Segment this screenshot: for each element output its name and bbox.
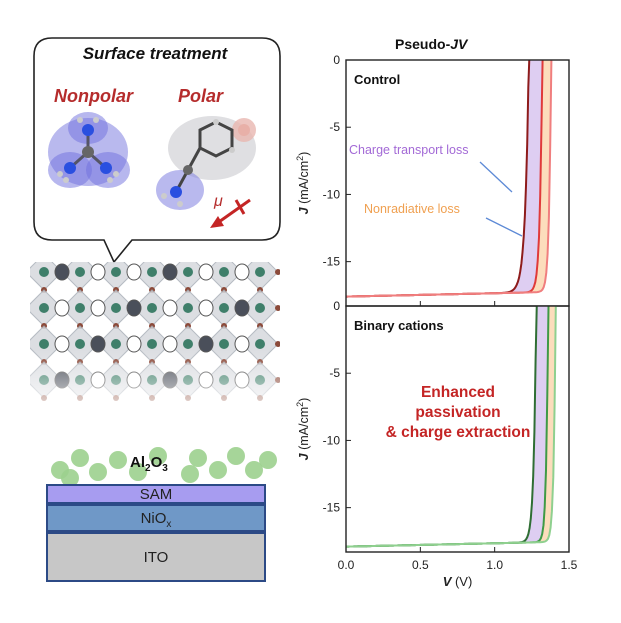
ito-layer: ITO — [46, 532, 266, 582]
charge-transport-loss-label: Charge transport loss — [349, 143, 469, 157]
polar-molecule-icon — [156, 116, 256, 210]
y-tick-label: -5 — [329, 366, 340, 380]
al2o3-particle — [189, 449, 207, 467]
dipole-arrow-icon — [210, 198, 251, 228]
al2o3-particle — [259, 451, 277, 469]
panel-label-control: Control — [354, 72, 401, 87]
y-tick-label: -10 — [323, 433, 341, 447]
dipole-label: μ — [214, 193, 223, 210]
al2o3-particle — [61, 469, 79, 486]
al2o3-particle — [109, 451, 127, 469]
al2o3-particle — [181, 465, 199, 483]
al2o3-particle — [209, 461, 227, 479]
x-tick-label: 1.5 — [561, 558, 578, 572]
nonpolar-molecule-icon — [48, 112, 130, 188]
y-axis-label: J (mA/cm2) — [295, 152, 311, 215]
jv-curve-0 — [346, 60, 531, 298]
al2o3-particle — [149, 447, 167, 465]
x-tick-label: 1.0 — [486, 558, 503, 572]
al2o3-particle — [89, 463, 107, 481]
annotation-pointer — [479, 161, 513, 193]
y-tick-label: -5 — [329, 120, 340, 134]
panel-label-binary: Binary cations — [354, 318, 444, 333]
y-tick-label: 0 — [333, 299, 340, 313]
al2o3-particle — [129, 463, 147, 481]
chart-panel-0: 0 -5 -10 -15 J (mA/cm2) — [295, 53, 570, 307]
al2o3-particles — [51, 447, 277, 486]
nonpolar-label: Nonpolar — [54, 86, 133, 106]
y-tick-label: -15 — [323, 255, 341, 269]
sam-layer: SAM — [46, 484, 266, 504]
figure-title: Pseudo-JV — [395, 36, 468, 52]
jv-curve-2 — [346, 60, 553, 298]
nio-layer: NiOx — [46, 504, 266, 532]
enhanced-passivation-label: Enhanced passivation & charge extraction — [385, 384, 531, 441]
y-tick-label: -15 — [323, 501, 341, 515]
jv-curve-1 — [346, 60, 544, 298]
y-tick-label: -10 — [323, 187, 341, 201]
annotation-pointer — [485, 217, 523, 237]
perovskite-lattice — [30, 262, 280, 422]
chart-panel-1: 0 -5 -10 -15 0.0 0.5 1.0 1.5 J (mA/cm2) V (V) — [295, 299, 578, 589]
x-tick-label: 0.0 — [338, 558, 355, 572]
al2o3-particle — [245, 461, 263, 479]
polar-label: Polar — [178, 86, 224, 106]
x-axis-label: V (V) — [443, 574, 473, 589]
x-tick-label: 0.5 — [412, 558, 429, 572]
al2o3-particle — [227, 447, 245, 465]
plot-frame — [345, 305, 570, 553]
al2o3-label: Al2O3 — [130, 454, 168, 474]
nonradiative-loss-label: Nonradiative loss — [364, 202, 460, 216]
al2o3-particle — [71, 449, 89, 467]
loss-region — [346, 60, 543, 297]
y-axis-label: J (mA/cm2) — [295, 398, 311, 461]
jv-curve-2 — [346, 306, 557, 548]
y-tick-label: 0 — [333, 53, 340, 67]
bubble-title: Surface treatment — [82, 44, 228, 63]
